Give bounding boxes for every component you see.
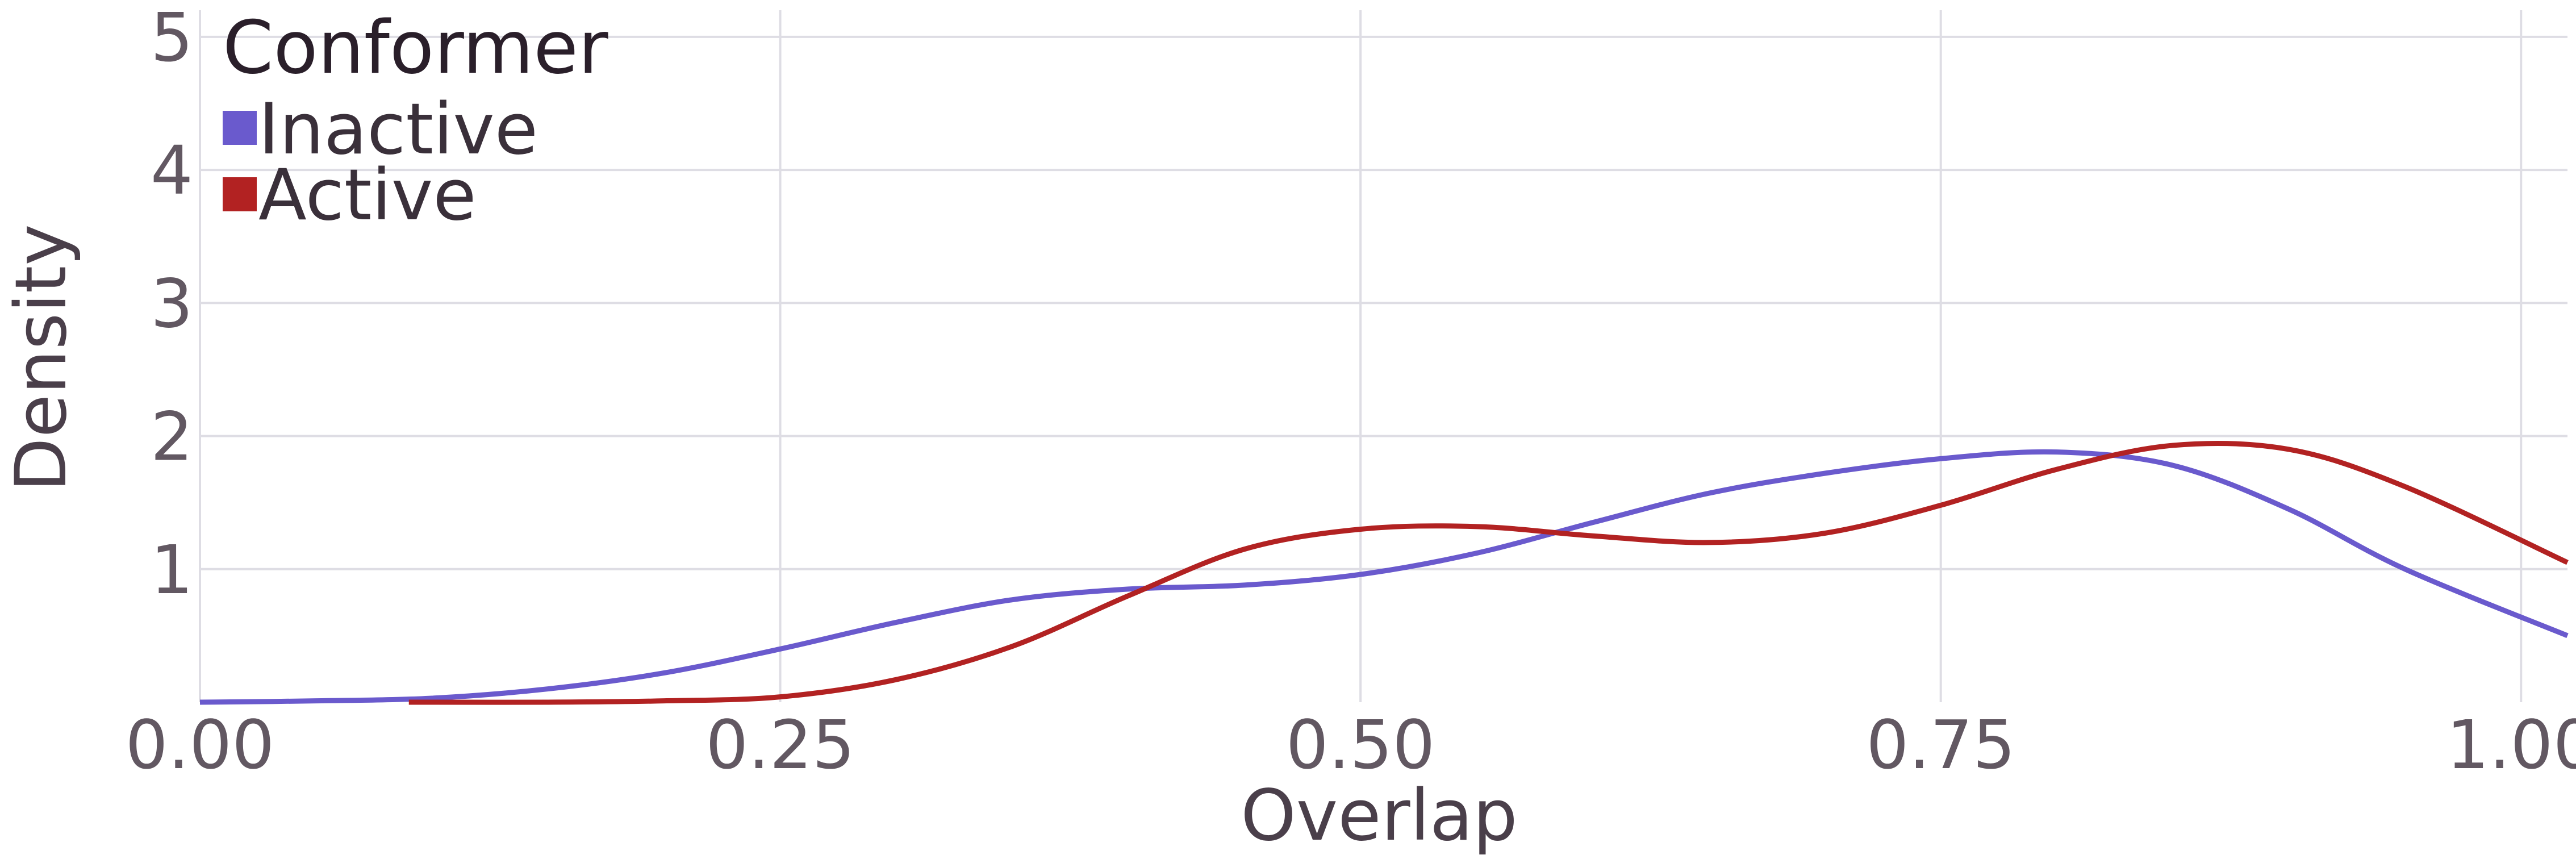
legend-label-active: Active	[258, 155, 477, 236]
x-tick-label: 0.75	[1866, 706, 2015, 784]
tick-labels: 0.00 0.25 0.50 0.75 1.00 1 2 3 4 5	[126, 0, 2576, 784]
legend-swatch-inactive	[223, 111, 257, 145]
y-tick-label: 5	[151, 0, 193, 77]
grid-lines	[199, 10, 2567, 702]
legend: Conformer Inactive Active	[223, 6, 608, 236]
x-tick-label: 0.00	[126, 706, 275, 784]
series-line-active	[408, 440, 2569, 705]
series-lines	[199, 440, 2569, 705]
legend-swatch-active	[223, 177, 257, 211]
y-tick-label: 4	[151, 131, 193, 210]
x-tick-label: 0.25	[705, 706, 855, 784]
legend-label-inactive: Inactive	[258, 89, 538, 170]
y-tick-label: 3	[151, 264, 193, 343]
legend-title: Conformer	[223, 6, 608, 90]
y-tick-label: 2	[151, 398, 193, 476]
y-tick-label: 1	[151, 531, 193, 609]
series-line-inactive	[199, 449, 2569, 705]
x-tick-label: 1.00	[2446, 706, 2576, 784]
x-tick-label: 0.50	[1286, 706, 1435, 784]
y-axis-title: Density	[1, 224, 82, 491]
x-axis-title: Overlap	[1241, 775, 1517, 857]
